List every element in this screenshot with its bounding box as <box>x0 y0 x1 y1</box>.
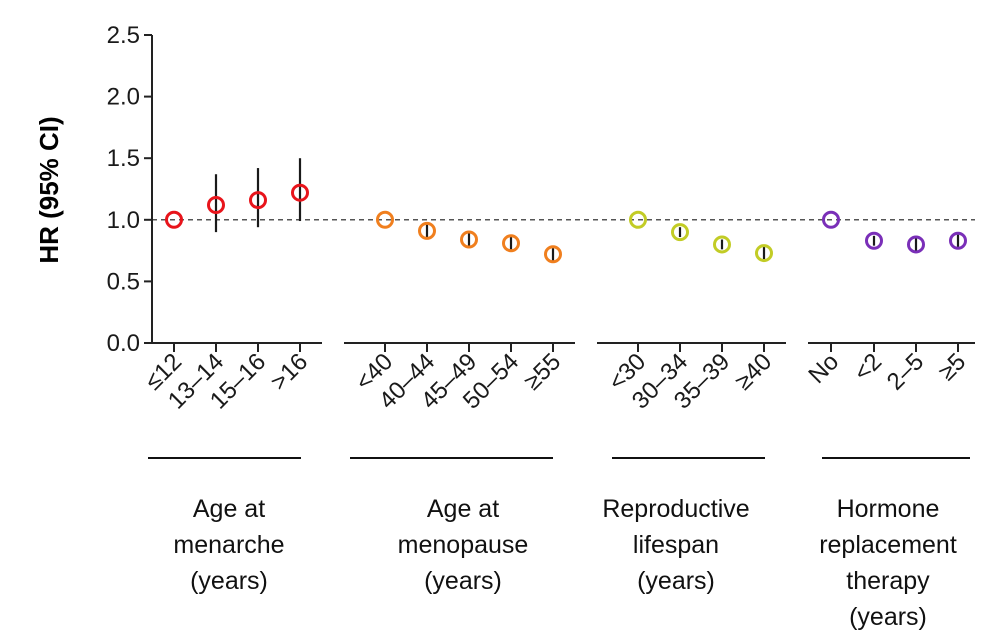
group-label-line: Reproductive <box>602 495 749 523</box>
hr-point <box>629 210 647 229</box>
y-tick-label: 0.0 <box>107 330 140 357</box>
group-label-line: (years) <box>190 567 268 595</box>
axis-layer: 0.0 0.5 1.0 1.5 2.0 2.5 <box>107 22 975 357</box>
hr-point <box>249 191 267 210</box>
group-label-line: menarche <box>173 531 284 559</box>
hr-point <box>376 210 394 229</box>
hr-point <box>544 245 562 264</box>
group-label-line: lifespan <box>633 531 719 559</box>
hr-point <box>165 210 183 229</box>
hr-point <box>502 234 520 253</box>
group-label-line: therapy <box>846 567 930 595</box>
group-label-line: (years) <box>637 567 715 595</box>
y-tick-label: 2.0 <box>107 84 140 111</box>
x-tick-label: No <box>803 348 844 389</box>
marks-layer <box>165 158 967 264</box>
y-axis-label: HR (95% CI) <box>34 116 64 263</box>
x-tick-label: >16 <box>265 348 313 396</box>
hr-point <box>865 231 883 250</box>
group-label-line: Hormone <box>837 495 940 523</box>
x-tick-label: <2 <box>849 348 887 386</box>
hr-point <box>822 210 840 229</box>
group-label-line: menopause <box>398 531 529 559</box>
x-tick-label: ≥55 <box>519 348 566 395</box>
x-tick-label: ≥40 <box>730 348 777 395</box>
hr-point <box>907 235 925 254</box>
hr-point <box>671 223 689 242</box>
group-label-line: Age at <box>193 495 265 523</box>
hr-point <box>949 231 967 250</box>
hr-point <box>291 183 309 202</box>
y-tick-label: 2.5 <box>107 22 140 49</box>
hr-point <box>207 196 225 215</box>
hr-point <box>418 221 436 240</box>
group-label-line: Age at <box>427 495 499 523</box>
y-tick-label: 1.5 <box>107 145 140 172</box>
hr-point <box>713 235 731 254</box>
group-label-line: (years) <box>849 603 927 631</box>
y-tick-label: 1.0 <box>107 207 140 234</box>
group-label-line: replacement <box>819 531 957 559</box>
group-label-line: (years) <box>424 567 502 595</box>
x-tick-label: ≥5 <box>933 348 971 386</box>
x-tick-label: 2–5 <box>882 348 929 395</box>
hr-point <box>755 244 773 263</box>
hr-point <box>460 230 478 249</box>
y-tick-label: 0.5 <box>107 268 140 295</box>
